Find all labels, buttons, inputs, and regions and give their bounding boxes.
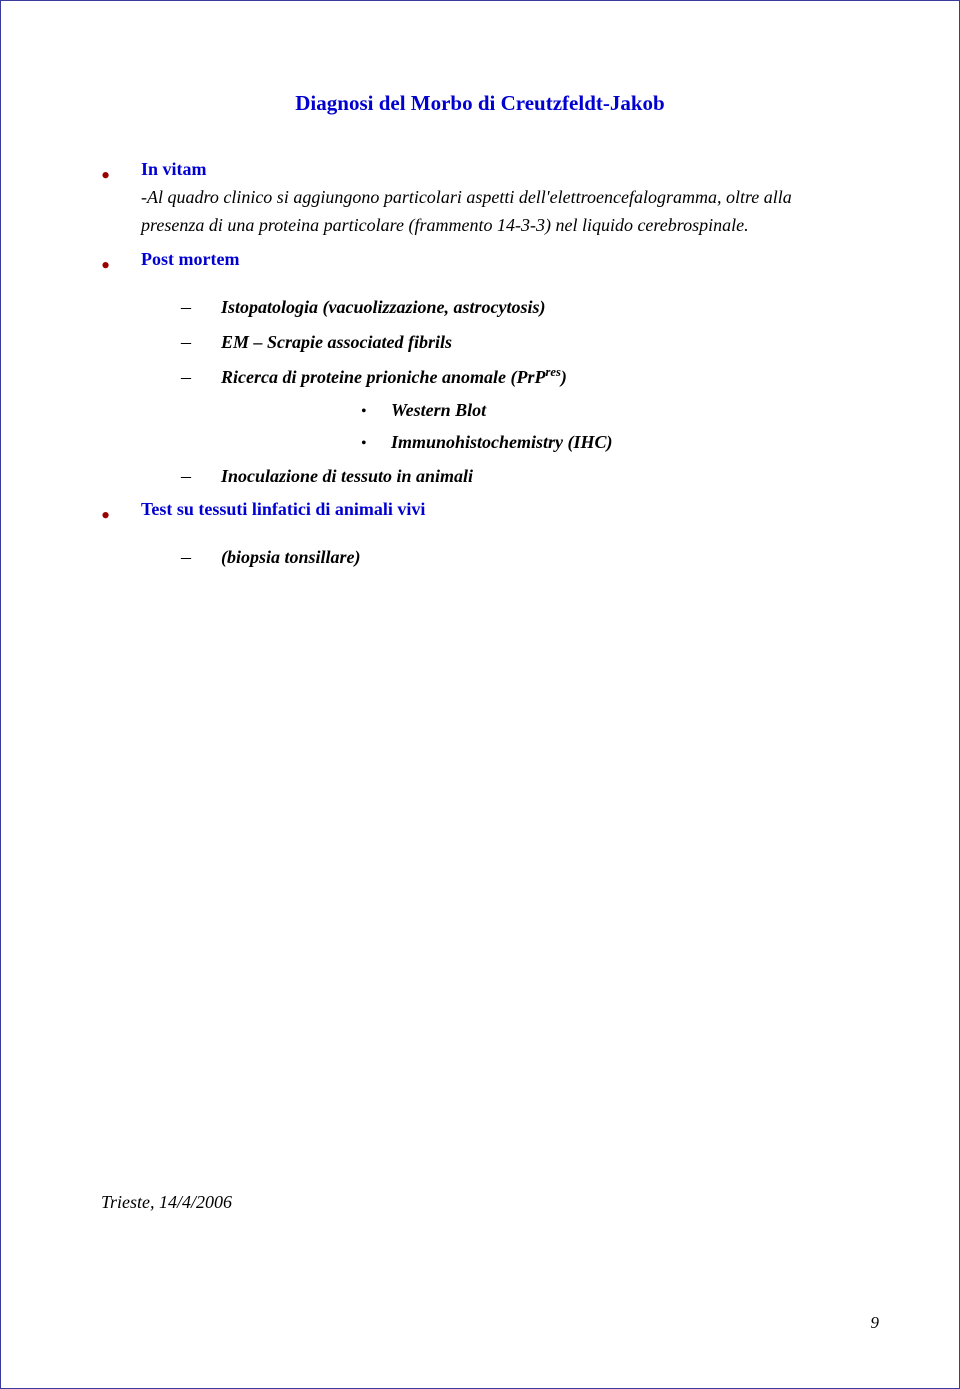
heading-test-linfatici: Test su tessuti linfatici di animali viv… <box>141 499 425 519</box>
sub-item-istopatologia: Istopatologia (vacuolizzazione, astrocyt… <box>181 292 859 323</box>
inner-list-test: (biopsia tonsillare) <box>181 542 859 573</box>
text-inoculazione: Inoculazione di tessuto in animali <box>221 466 473 486</box>
heading-in-vitam: In vitam <box>141 159 207 179</box>
inner-list-post-mortem-2: Inoculazione di tessuto in animali <box>181 461 859 492</box>
page-number: 9 <box>871 1313 880 1333</box>
subsub-western-blot: Western Blot <box>361 397 859 425</box>
text-em-scrapie: EM – Scrapie associated fibrils <box>221 332 452 352</box>
sub-item-inoculazione: Inoculazione di tessuto in animali <box>181 461 859 492</box>
inner-list-post-mortem: Istopatologia (vacuolizzazione, astrocyt… <box>181 292 859 393</box>
text-biopsia: (biopsia tonsillare) <box>221 547 361 567</box>
text-istopatologia: Istopatologia (vacuolizzazione, astrocyt… <box>221 297 546 317</box>
list-item-test-linfatici: Test su tessuti linfatici di animali viv… <box>101 496 859 536</box>
outer-list: In vitam -Al quadro clinico si aggiungon… <box>101 156 859 286</box>
innermost-list-prp: Western Blot Immunohistochemistry (IHC) <box>361 397 859 457</box>
page-container: Diagnosi del Morbo di Creutzfeldt-Jakob … <box>0 0 960 1389</box>
outer-list-2: Test su tessuti linfatici di animali viv… <box>101 496 859 536</box>
list-item-post-mortem: Post mortem <box>101 246 859 286</box>
body-in-vitam: -Al quadro clinico si aggiungono partico… <box>141 187 792 235</box>
text-ihc: Immunohistochemistry (IHC) <box>391 432 613 452</box>
document-date: Trieste, 14/4/2006 <box>101 1192 232 1213</box>
list-item-in-vitam: In vitam -Al quadro clinico si aggiungon… <box>101 156 859 240</box>
heading-post-mortem: Post mortem <box>141 249 239 269</box>
subsub-ihc: Immunohistochemistry (IHC) <box>361 429 859 457</box>
sub-item-ricerca-prp: Ricerca di proteine prioniche anomale (P… <box>181 362 859 393</box>
page-title: Diagnosi del Morbo di Creutzfeldt-Jakob <box>101 91 859 116</box>
sub-item-em-scrapie: EM – Scrapie associated fibrils <box>181 327 859 358</box>
sub-item-biopsia: (biopsia tonsillare) <box>181 542 859 573</box>
text-ricerca-prp: Ricerca di proteine prioniche anomale (P… <box>221 367 567 387</box>
text-western-blot: Western Blot <box>391 400 486 420</box>
